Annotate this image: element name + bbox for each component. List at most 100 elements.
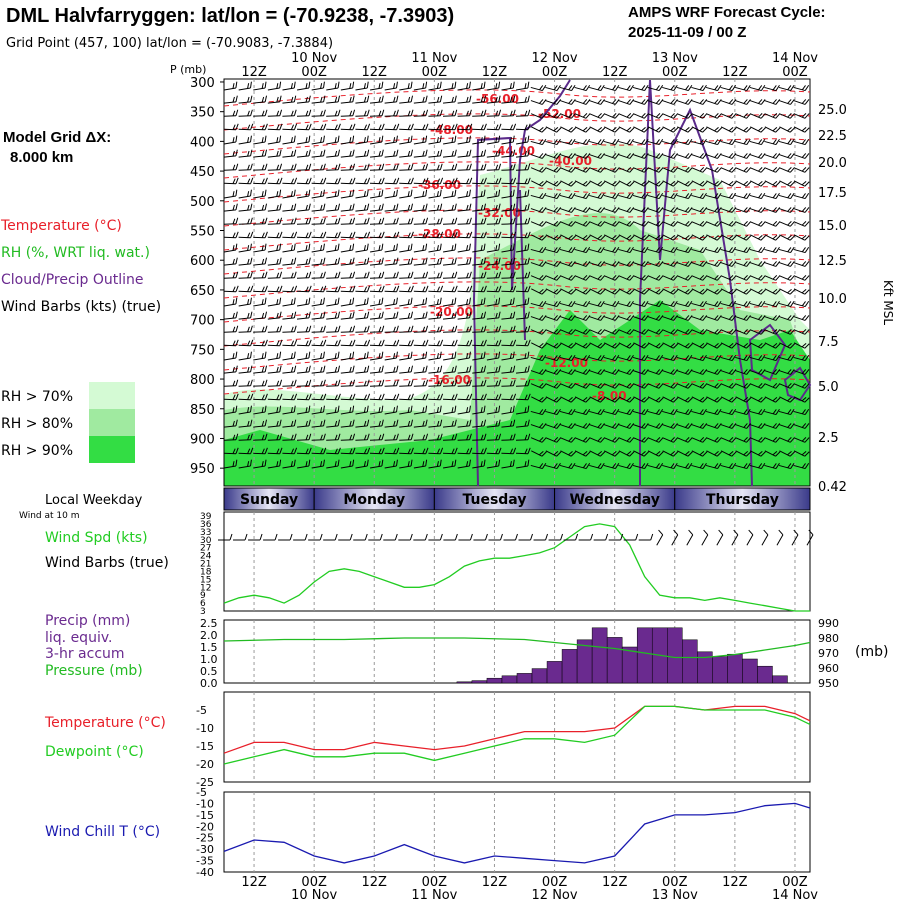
wind-barb <box>632 153 649 159</box>
wind-barb-flag <box>614 181 620 187</box>
wind-barb-flag <box>804 207 810 213</box>
wind-barb-flag <box>804 192 810 199</box>
wind-barb-flag <box>731 423 737 429</box>
wind-barb <box>603 246 620 254</box>
wind-barb <box>253 285 268 293</box>
wind-barb-flag <box>509 380 513 387</box>
wind-barb-flag <box>250 285 254 292</box>
wind-barb <box>720 234 737 241</box>
wind-barb <box>428 447 444 455</box>
wind-barb-staff <box>676 316 689 321</box>
wind-barb-flag <box>644 462 649 469</box>
wind-barb-staff <box>764 450 776 457</box>
wind-barb <box>691 99 708 105</box>
wind-barb-flag <box>366 285 371 292</box>
wind-barb-staff <box>413 249 426 253</box>
wind-barb-flag <box>538 450 544 456</box>
wind-barb-flag <box>699 450 705 456</box>
wind-barb-staff <box>632 262 645 267</box>
wind-barb-staff <box>632 370 645 375</box>
wind-barb <box>545 423 562 429</box>
wind-barb-flag <box>366 123 371 130</box>
wind-barb-staff <box>735 86 747 92</box>
wind-barb <box>559 423 576 429</box>
wind-barb-flag <box>480 150 484 157</box>
wind-barb-flag <box>787 436 792 442</box>
wind-barb-flag <box>320 420 323 427</box>
wind-barb-flag <box>319 533 323 541</box>
wind-barb <box>267 285 283 293</box>
wind-barb-flag <box>290 96 294 103</box>
wind-barb <box>589 274 606 281</box>
wind-barb-flag <box>320 191 323 197</box>
wind-barb-flag <box>439 311 443 318</box>
wind-barb-flag <box>597 247 602 253</box>
wind-barb-flag <box>612 409 617 415</box>
wind-barb <box>238 433 253 441</box>
wind-barb <box>793 315 810 321</box>
wind-barb <box>486 257 501 266</box>
wind-barb <box>603 300 620 308</box>
wind-barb-flag <box>422 420 425 427</box>
wind-barb-flag <box>658 153 664 159</box>
wind-barb-staff <box>384 357 397 361</box>
wind-barb <box>253 447 268 455</box>
wind-barb-flag <box>772 153 777 158</box>
wind-barb-flag <box>509 150 513 157</box>
wind-barb-flag <box>775 343 781 349</box>
wind-barb-flag <box>702 275 708 281</box>
wind-barb-flag <box>337 297 340 305</box>
wind-barb-flag <box>396 123 400 130</box>
wind-barb <box>676 462 693 470</box>
wind-barb <box>749 436 766 443</box>
wind-barb <box>735 84 751 92</box>
wind-barb <box>253 271 268 279</box>
legend-rh: RH (%, WRT liq. wat.) <box>1 245 150 261</box>
wind-barb-staff <box>720 396 732 403</box>
wind-barb <box>457 365 472 374</box>
wind-barb-staff <box>311 425 324 428</box>
wind-barb <box>778 300 795 308</box>
wind-barb-flag <box>334 83 337 89</box>
wind-barb-flag <box>556 127 562 133</box>
wind-barb-flag <box>597 342 603 348</box>
wind-barb <box>778 369 795 375</box>
wind-barb <box>501 351 515 361</box>
wind-barb-flag <box>527 379 531 386</box>
wind-barb-flag <box>772 126 778 132</box>
wind-barb <box>706 112 722 119</box>
wind-barb-flag <box>320 366 323 373</box>
wind-barb-flag <box>261 420 265 427</box>
wind-barb <box>750 450 766 457</box>
wind-barb <box>560 180 577 187</box>
wind-barb-flag <box>279 393 283 400</box>
wind-barb-flag <box>714 301 719 307</box>
wind-barb <box>779 166 795 173</box>
wind-barb <box>282 177 298 185</box>
wind-barb-flag <box>570 181 577 187</box>
wind-barb-flag <box>731 289 737 295</box>
wind-barb-staff <box>691 356 704 362</box>
wind-barb-flag <box>644 354 649 361</box>
wind-barb <box>486 459 501 469</box>
wind-barb <box>457 433 472 441</box>
wind-barb-flag <box>250 81 252 89</box>
wind-barb-flag <box>264 433 268 440</box>
wind-barb <box>267 217 283 225</box>
surface-wind-barb <box>533 533 549 541</box>
wind-barb <box>355 405 369 415</box>
wind-barb-flag <box>641 382 646 388</box>
wind-barb-staff <box>457 155 470 158</box>
wind-barb-flag <box>290 340 295 346</box>
wind-barb-flag <box>801 436 807 442</box>
wind-barb-flag <box>582 207 588 212</box>
wind-barb-flag <box>702 369 708 375</box>
wind-barb-flag <box>626 193 631 199</box>
wind-barb-staff <box>253 465 266 469</box>
wind-barb-flag <box>469 285 473 292</box>
wind-barb-staff <box>647 167 660 173</box>
wind-barb <box>501 203 516 212</box>
wind-barb-flag <box>498 447 502 454</box>
wind-barb-flag <box>612 274 617 280</box>
wind-barb-flag <box>410 189 413 197</box>
